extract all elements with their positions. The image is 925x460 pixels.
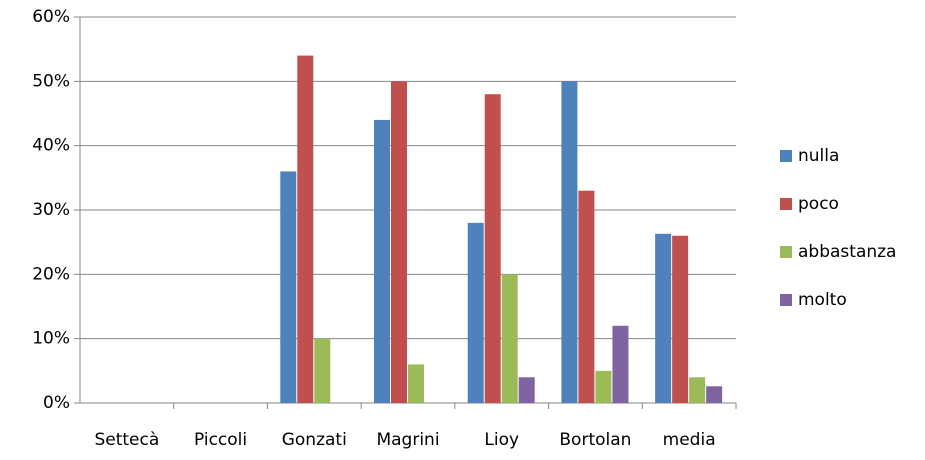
legend-swatch xyxy=(780,294,792,306)
legend-label: abbastanza xyxy=(798,242,896,262)
y-tick-label: 0% xyxy=(43,393,70,413)
y-tick-label: 50% xyxy=(32,71,70,91)
bar xyxy=(578,190,595,403)
bar xyxy=(297,55,314,403)
bar xyxy=(391,81,407,403)
bar xyxy=(408,364,424,403)
x-tick-label: Bortolan xyxy=(559,430,631,450)
bar xyxy=(518,377,535,403)
bar xyxy=(374,119,390,403)
x-tick-label: Settecà xyxy=(94,430,159,450)
bar xyxy=(595,370,612,403)
x-tick-label: Lioy xyxy=(484,430,519,450)
y-tick-label: 20% xyxy=(32,264,70,284)
legend-swatch xyxy=(780,150,792,162)
bar xyxy=(280,171,297,403)
x-tick-label: Magrini xyxy=(376,430,439,450)
bar xyxy=(689,377,706,403)
bar xyxy=(655,233,672,403)
bar xyxy=(314,338,331,403)
y-tick-label: 60% xyxy=(32,7,70,27)
bar xyxy=(706,386,723,403)
bar xyxy=(672,235,689,403)
bar xyxy=(501,274,518,403)
y-tick-label: 40% xyxy=(32,136,70,156)
legend-swatch xyxy=(780,198,792,210)
x-tick-label: media xyxy=(663,430,716,450)
legend-swatch xyxy=(780,246,792,258)
bar xyxy=(561,81,578,403)
y-tick-label: 10% xyxy=(32,329,70,349)
bar xyxy=(612,325,629,403)
legend-label: poco xyxy=(798,194,839,214)
bar xyxy=(484,94,501,403)
legend-label: molto xyxy=(798,290,847,310)
y-tick-label: 30% xyxy=(32,200,70,220)
bar xyxy=(467,222,484,403)
legend-label: nulla xyxy=(798,146,839,166)
x-tick-label: Gonzati xyxy=(282,430,347,450)
x-tick-label: Piccoli xyxy=(194,430,247,450)
